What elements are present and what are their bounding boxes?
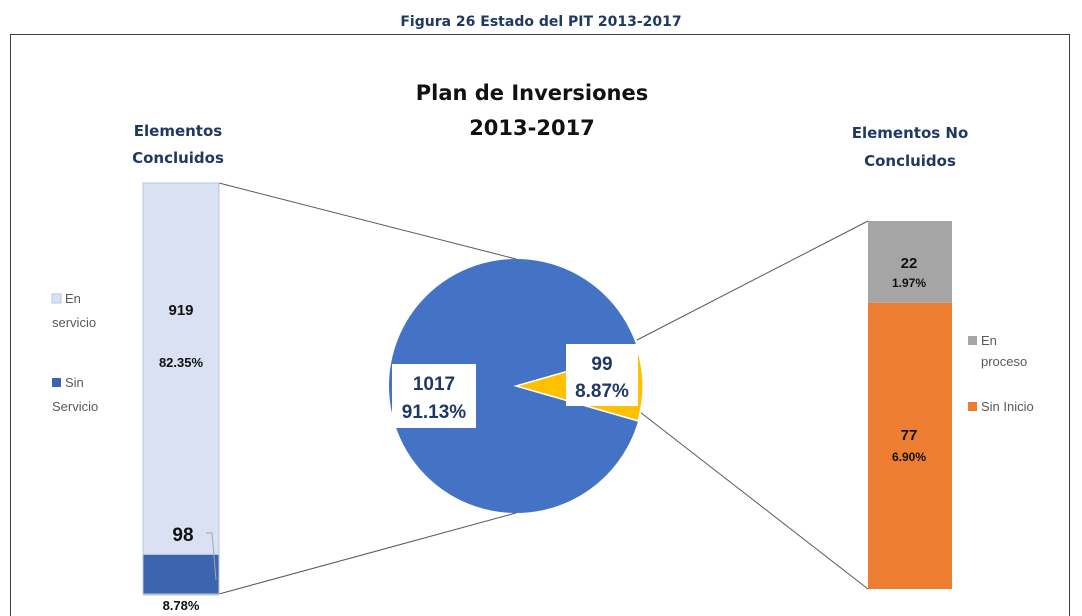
legend-swatch-en-proceso [968,336,977,345]
right-stacked-bar [868,221,952,589]
left-bar-segment-en-servicio [142,182,220,555]
right-bar-segment-sin-inicio [868,302,952,589]
pie-title-line-1: Plan de Inversiones [416,81,648,105]
pie-label-value-concluded: 1017 [413,374,455,395]
connector-left-top [218,182,517,260]
right-bar-value-sin-inicio: 77 [901,427,918,444]
legend-label-en-servicio-line-2: servicio [52,315,96,330]
figure-caption: Figura 26 Estado del PIT 2013-2017 [400,14,682,30]
left-bar-value-sin-servicio: 98 [172,525,193,546]
legend-label-sin-servicio-line-2: Servicio [52,399,98,414]
right-bar-segment-en-proceso [868,221,952,303]
left-stacked-bar [142,182,220,595]
right-bar-percent-en-proceso: 1.97% [892,276,926,290]
legend-label-sin-servicio-line-1: Sin [65,375,84,390]
left-bar-percent-en-servicio: 82.35% [159,355,204,370]
left-bar-title-line-1: Elementos [134,122,223,140]
legend-label-en-proceso-line-2: proceso [981,354,1027,369]
legend-swatch-sin-inicio [968,402,977,411]
legend-label-en-servicio-line-1: En [65,291,81,306]
left-bar-value-en-servicio: 919 [168,302,193,319]
pie-label-box-pending [566,344,638,406]
legend-label-sin-inicio: Sin Inicio [981,399,1034,414]
left-bar-percent-sin-servicio: 8.78% [163,598,200,613]
right-bar-value-en-proceso: 22 [901,255,918,272]
pie-label-value-pending: 99 [591,354,612,375]
chart-frame [10,34,1070,616]
connector-right-bottom [639,411,869,590]
pie-title-line-2: 2013-2017 [469,116,595,140]
pie-label-percent-pending: 8.87% [575,381,629,402]
connector-left-bottom [218,512,517,595]
connector-right-top [636,220,869,341]
left-bar-segment-sin-servicio [142,553,220,595]
pie-label-box-concluded [392,364,476,428]
legend-swatch-en-servicio [51,293,62,304]
legend-label-en-proceso-line-1: En [981,333,997,348]
left-bar-title-line-2: Concluidos [132,149,224,167]
pie-label-percent-concluded: 91.13% [402,402,467,423]
right-bar-title-line-1: Elementos No [852,124,969,142]
left-bar-leader-line [206,532,217,581]
right-bar-percent-sin-inicio: 6.90% [892,450,926,464]
legend-swatch-sin-servicio [52,378,61,387]
right-bar-title-line-2: Concluidos [864,152,956,170]
connector-lines [218,182,869,595]
